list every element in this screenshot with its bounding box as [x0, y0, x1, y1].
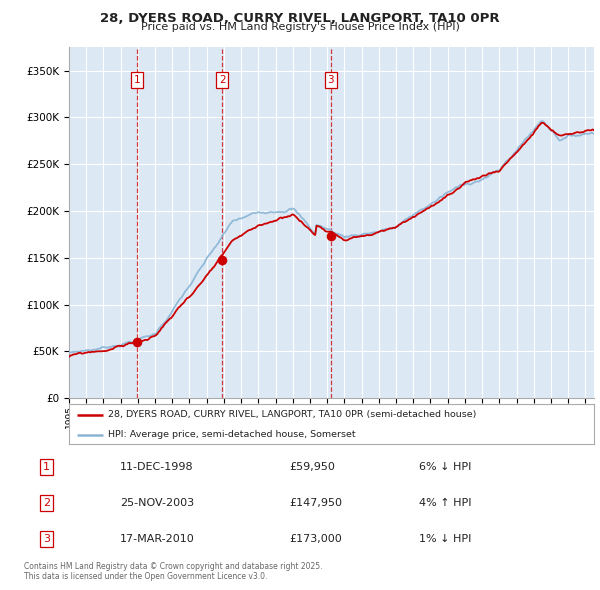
Point — [217, 255, 227, 264]
Text: 3: 3 — [43, 534, 50, 544]
Text: 1: 1 — [43, 462, 50, 472]
Text: 2: 2 — [219, 75, 226, 85]
Text: 25-NOV-2003: 25-NOV-2003 — [120, 498, 194, 508]
Text: Price paid vs. HM Land Registry's House Price Index (HPI): Price paid vs. HM Land Registry's House … — [140, 22, 460, 32]
Text: 28, DYERS ROAD, CURRY RIVEL, LANGPORT, TA10 0PR: 28, DYERS ROAD, CURRY RIVEL, LANGPORT, T… — [100, 12, 500, 25]
Text: 4% ↑ HPI: 4% ↑ HPI — [419, 498, 472, 508]
Text: £173,000: £173,000 — [289, 534, 342, 544]
Text: Contains HM Land Registry data © Crown copyright and database right 2025.
This d: Contains HM Land Registry data © Crown c… — [24, 562, 323, 581]
Text: 3: 3 — [328, 75, 334, 85]
Text: £147,950: £147,950 — [289, 498, 342, 508]
Point — [326, 232, 335, 241]
Text: HPI: Average price, semi-detached house, Somerset: HPI: Average price, semi-detached house,… — [109, 430, 356, 440]
Text: 1: 1 — [134, 75, 140, 85]
Text: 28, DYERS ROAD, CURRY RIVEL, LANGPORT, TA10 0PR (semi-detached house): 28, DYERS ROAD, CURRY RIVEL, LANGPORT, T… — [109, 410, 477, 419]
Text: 2: 2 — [43, 498, 50, 508]
Text: 6% ↓ HPI: 6% ↓ HPI — [419, 462, 471, 472]
Text: £59,950: £59,950 — [289, 462, 335, 472]
Point — [132, 337, 142, 347]
Text: 11-DEC-1998: 11-DEC-1998 — [120, 462, 194, 472]
Text: 1% ↓ HPI: 1% ↓ HPI — [419, 534, 471, 544]
Text: 17-MAR-2010: 17-MAR-2010 — [120, 534, 194, 544]
